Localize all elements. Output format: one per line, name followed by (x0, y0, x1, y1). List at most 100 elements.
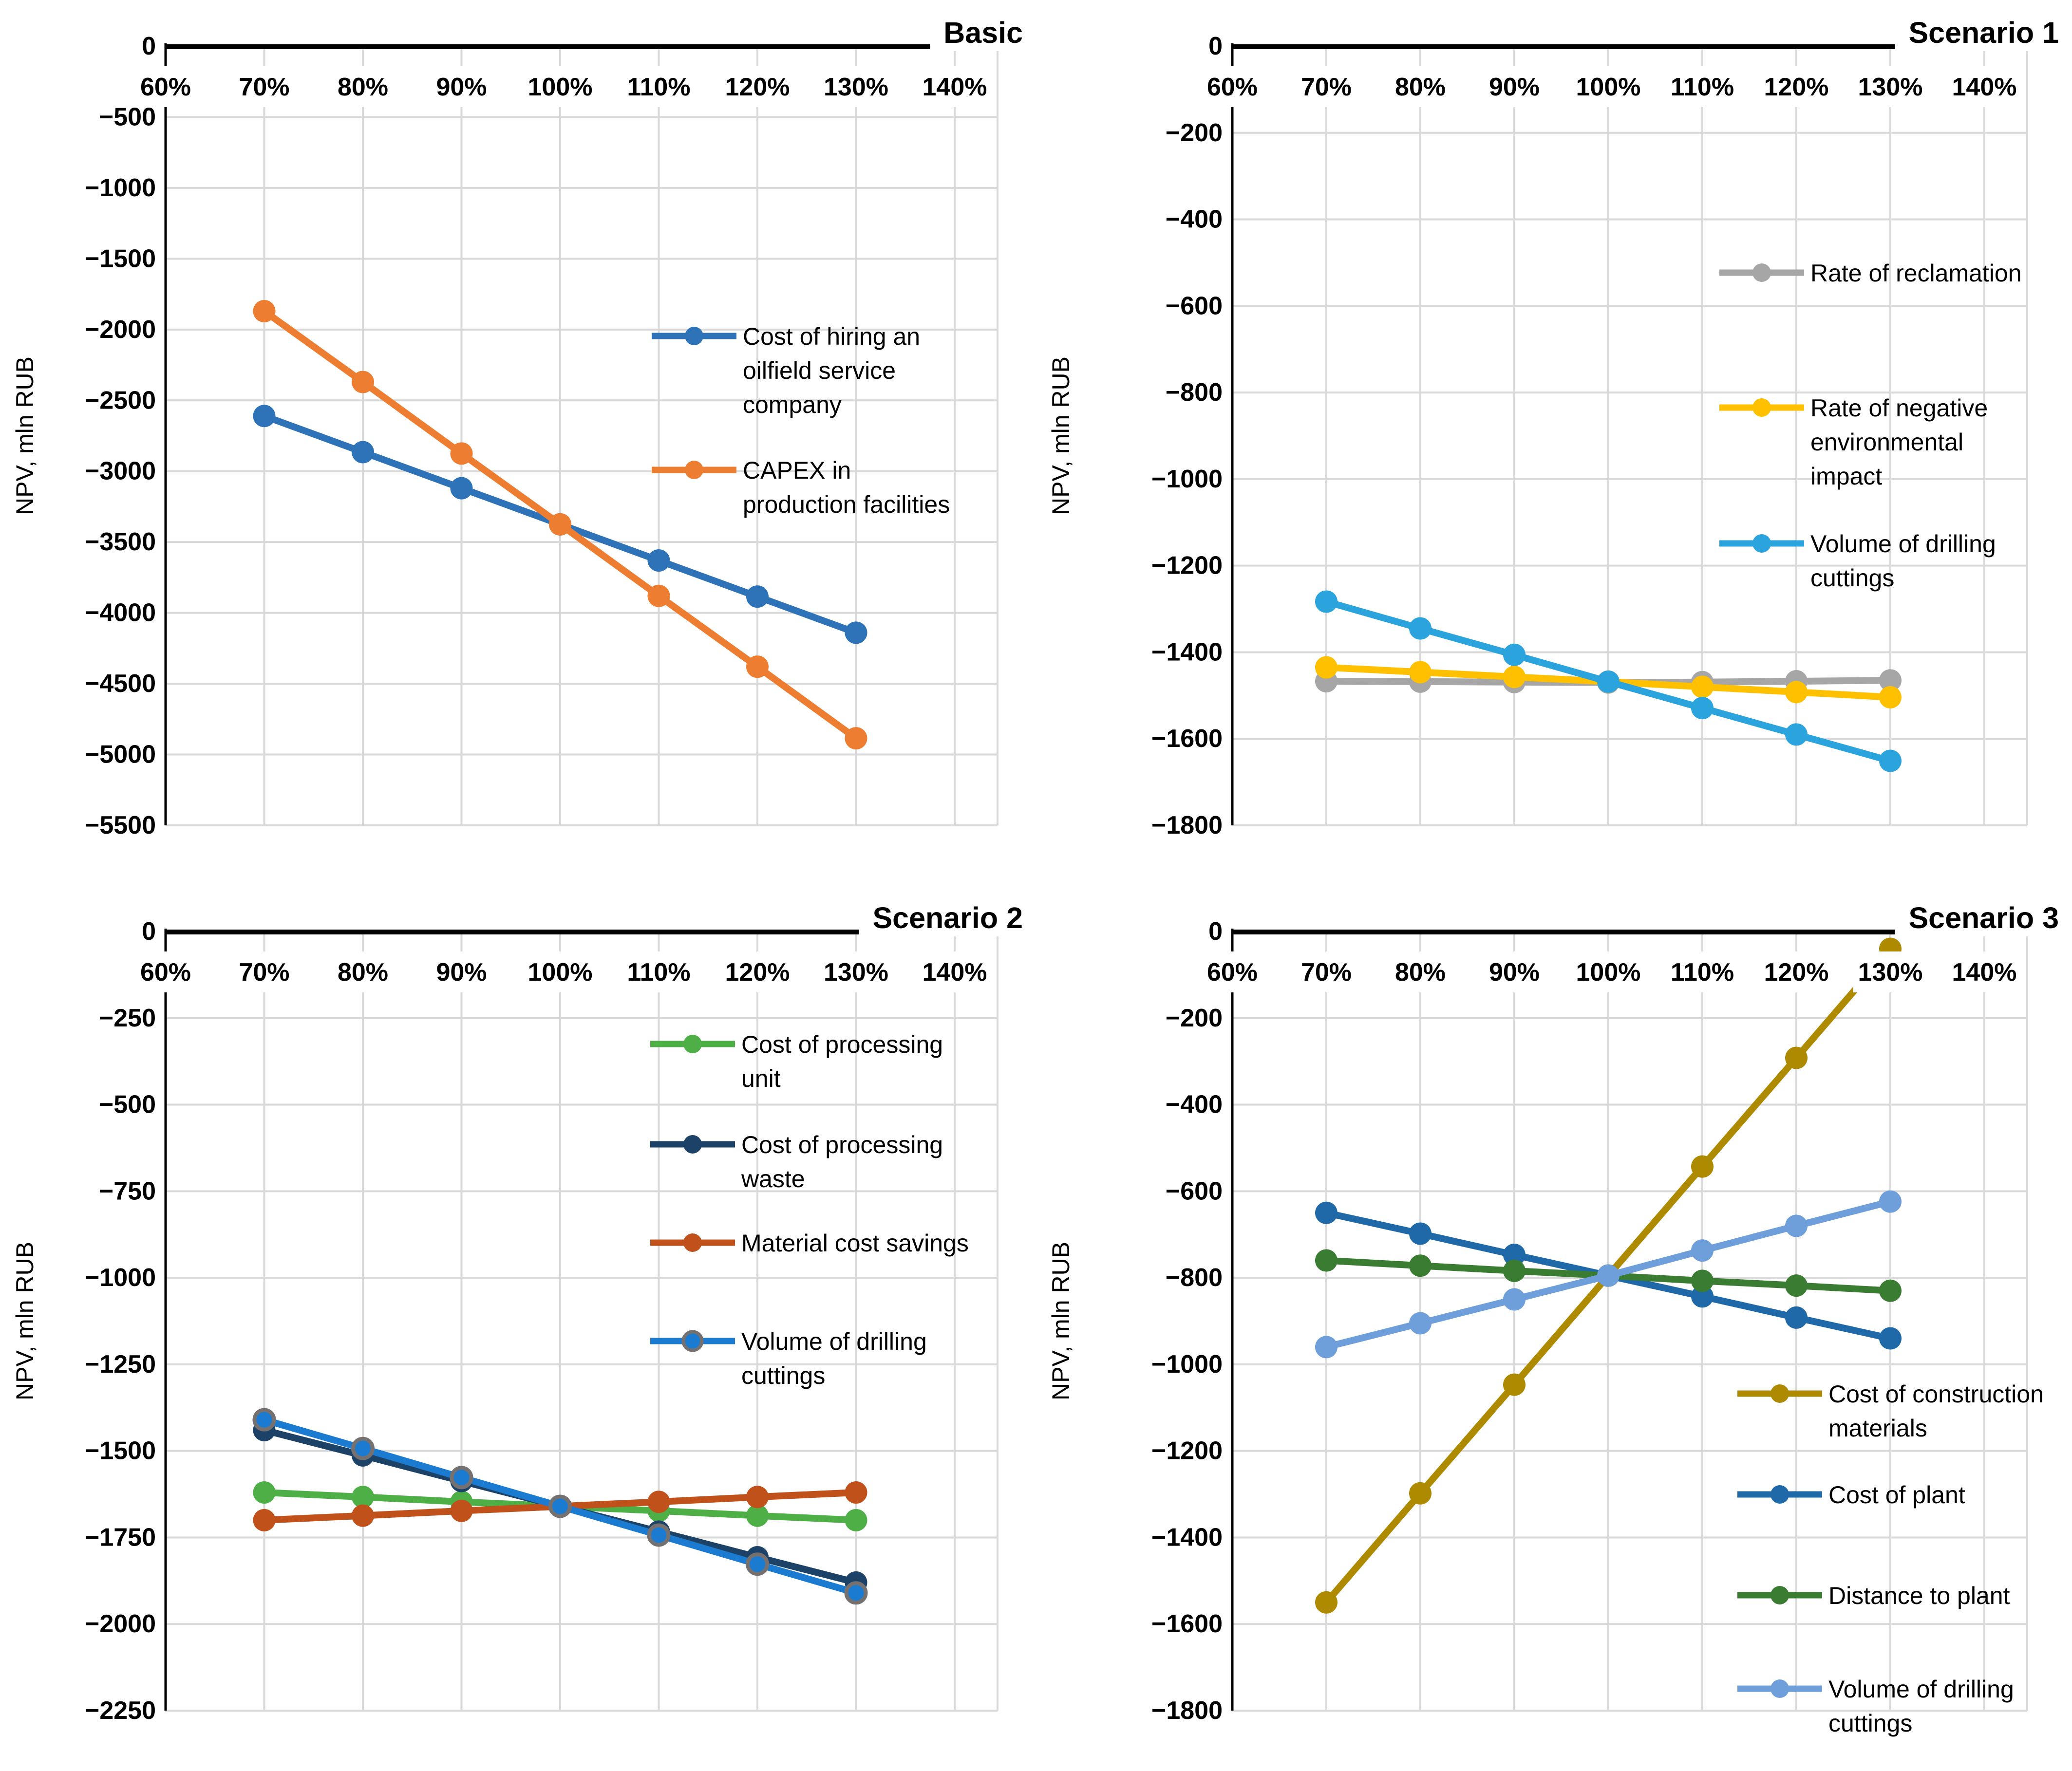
x-tick-label-bg (1947, 66, 2022, 107)
legend: Rate of reclamation Rate of negative envir… (1719, 260, 2022, 592)
data-point (1879, 749, 1902, 772)
data-point (1879, 686, 1902, 708)
legend-label: Cost of processing (741, 1131, 943, 1158)
legend-label: Rate of reclamation (1810, 260, 2022, 287)
data-point (1503, 1288, 1526, 1311)
chart-scenario-1: 60% 70% 80% 90% 100% 110% 120% 130% 140% 0 −200 −40… (1036, 0, 2072, 885)
x-tick-label: 90% (436, 73, 487, 101)
data-point (1691, 1269, 1714, 1292)
legend-label: cuttings (1828, 1710, 1912, 1737)
series-volume-of-drilling-cuttings (1315, 590, 1902, 772)
data-point (845, 1481, 867, 1504)
data-point (1503, 1259, 1526, 1282)
legend-marker-dot (1771, 1586, 1789, 1604)
data-point (252, 1408, 276, 1432)
legend-marker-dot (685, 461, 703, 479)
data-point (746, 585, 769, 608)
legend-item-material-cost-savings: Material cost savings (650, 1230, 969, 1257)
x-axis-labels: 60% 70% 80% 90% 100% 110% 120% 130% 140% (135, 951, 992, 992)
legend-marker-dot (1752, 398, 1771, 417)
y-tick-label: −1000 (1151, 465, 1223, 493)
data-point (1315, 590, 1337, 613)
x-tick-label-bg (1390, 951, 1451, 992)
x-tick-label: 70% (239, 958, 289, 987)
data-point (352, 1486, 374, 1509)
x-tick-label: 100% (1576, 73, 1641, 101)
x-tick-label: 60% (1207, 73, 1258, 101)
data-point (1691, 697, 1714, 720)
data-point (647, 584, 670, 607)
y-tick-label: −250 (99, 1004, 156, 1032)
chart-title-bg (1895, 10, 2072, 51)
legend-marker-dot (683, 1135, 702, 1154)
chart-title-bg (930, 10, 1036, 51)
data-point (1315, 656, 1337, 679)
data-point (845, 621, 867, 644)
legend-label: Cost of hiring an (743, 323, 920, 350)
x-tick-label-bg (1484, 66, 1545, 107)
legend-label: CAPEX in (743, 457, 851, 484)
data-point (253, 405, 276, 428)
y-tick-label: −1600 (1151, 725, 1223, 753)
data-point (746, 655, 769, 678)
x-tick-label: 130% (1858, 73, 1923, 101)
data-point (450, 477, 473, 500)
y-tick-label: −750 (99, 1177, 156, 1205)
data-point (253, 300, 276, 322)
y-tick-label: −1200 (1151, 552, 1223, 580)
legend-label: Cost of construction (1828, 1380, 2044, 1408)
y-tick-label: −600 (1166, 1177, 1223, 1205)
x-tick-label-bg (720, 951, 795, 992)
x-tick-label-bg (1759, 951, 1834, 992)
x-tick-label: 110% (1671, 958, 1734, 987)
x-tick-label: 70% (1301, 958, 1352, 987)
y-tick-label: −500 (99, 103, 156, 131)
y-tick-label: −5500 (85, 811, 156, 839)
data-point (1597, 670, 1620, 693)
y-tick-label: −200 (1166, 1004, 1223, 1032)
legend-item-volume-of-drilling-cuttings: Volume of drilling cuttings (650, 1328, 927, 1389)
legend-item-cost-of-processing-waste: Cost of processing waste (650, 1131, 943, 1193)
data-point (450, 1466, 473, 1490)
x-tick-label-bg (1853, 66, 1928, 107)
legend-marker-dot (1771, 1384, 1789, 1403)
y-axis-title: NPV, mln RUB (11, 1242, 38, 1400)
data-point (1409, 1482, 1432, 1505)
legend-label: oilfield service (743, 357, 896, 384)
legend-item-volume-of-drilling-cuttings: Volume of drilling cuttings (1719, 530, 1996, 592)
x-tick-label-bg (1390, 66, 1451, 107)
data-point (1691, 1285, 1714, 1308)
y-tick-label: −1000 (85, 174, 156, 202)
x-tick-label: 100% (528, 73, 593, 101)
data-point (746, 1486, 769, 1509)
data-point (351, 1436, 375, 1460)
y-tick-label: −200 (1166, 119, 1223, 147)
data-point (1691, 1239, 1714, 1262)
legend-item-cost-of-plant: Cost of plant (1737, 1481, 1965, 1509)
y-axis-labels: 0 −200 −400 −600 −800 −1000 −1200 −1400 −1600 −18… (1151, 32, 1223, 839)
legend-item-rate-of-reclamation: Rate of reclamation (1719, 260, 2022, 287)
data-point (1409, 1254, 1432, 1277)
y-tick-label: −600 (1166, 292, 1223, 320)
legend-marker-dot (1771, 1485, 1789, 1504)
data-point (1503, 1244, 1526, 1266)
x-tick-label: 130% (824, 73, 888, 101)
x-tick-label-bg (431, 66, 492, 107)
legend-label: company (743, 391, 842, 418)
data-point (1785, 1046, 1808, 1069)
y-tick-label: −2000 (85, 1610, 156, 1638)
data-point (647, 1491, 670, 1513)
data-point (450, 1499, 473, 1522)
data-point (1409, 617, 1432, 640)
x-tick-label-bg (332, 66, 394, 107)
legend-label: materials (1828, 1415, 1927, 1442)
legend-marker-dot (685, 327, 703, 345)
y-tick-label: −400 (1166, 205, 1223, 234)
x-tick-label-bg (917, 951, 992, 992)
y-tick-label: −1250 (85, 1350, 156, 1379)
data-point (647, 1523, 671, 1547)
x-tick-label: 80% (338, 73, 388, 101)
data-point (1785, 681, 1808, 704)
y-tick-label: −800 (1166, 378, 1223, 407)
